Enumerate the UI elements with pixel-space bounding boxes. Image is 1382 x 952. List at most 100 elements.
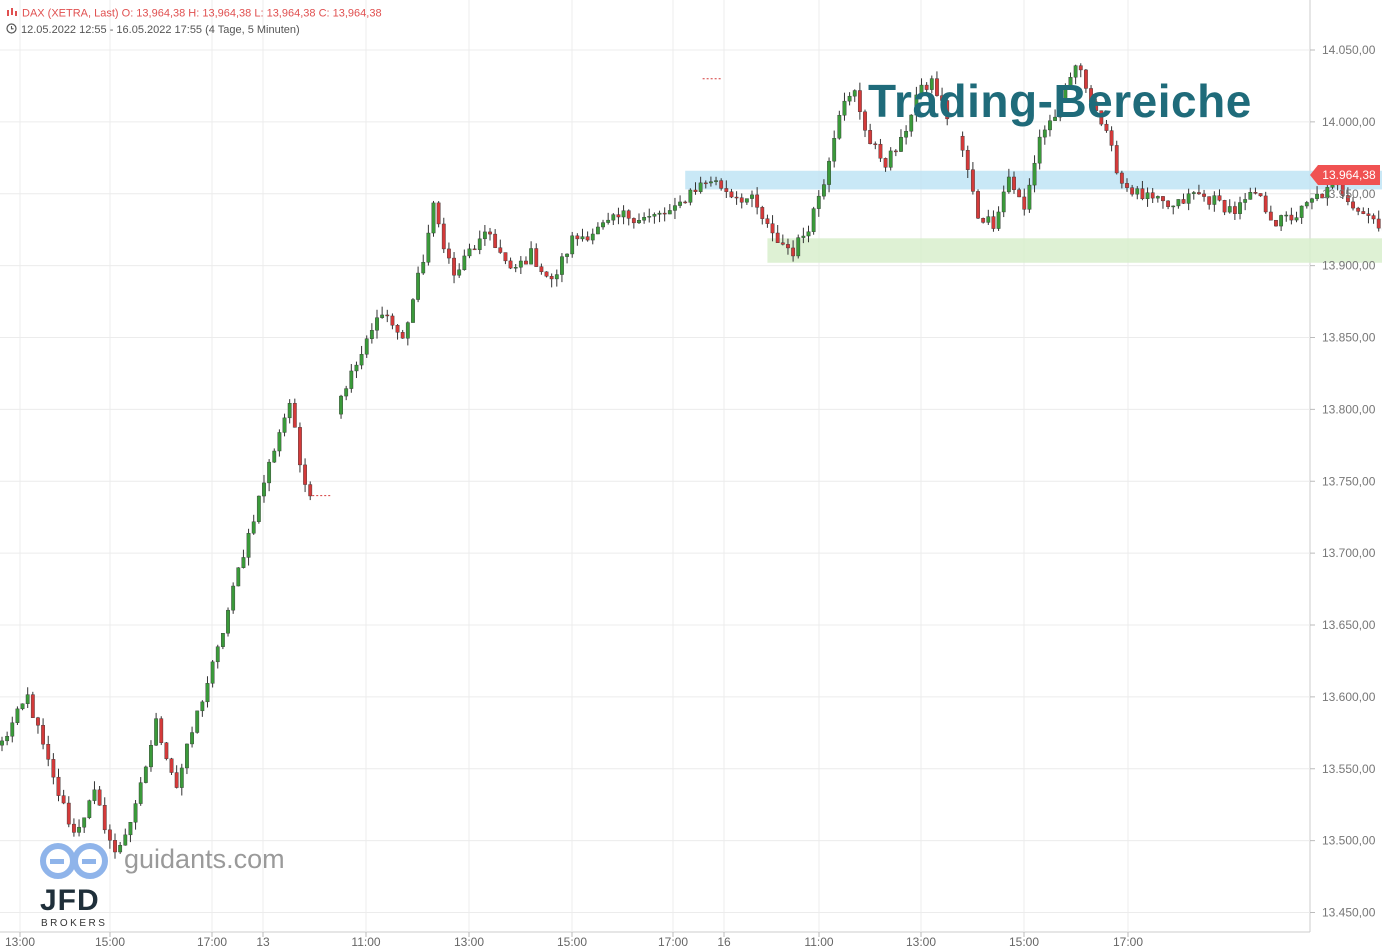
candle (513, 264, 518, 273)
candle-body (667, 210, 672, 215)
candle-body (857, 90, 862, 112)
candle (277, 429, 282, 457)
candle (534, 243, 539, 267)
candle-body (518, 260, 523, 268)
candle (1371, 213, 1376, 224)
candle-body (585, 236, 590, 241)
candle (36, 716, 40, 734)
candle (92, 781, 97, 805)
candle (72, 818, 76, 837)
candle (626, 209, 631, 226)
candle-body (750, 194, 754, 199)
candle (1012, 171, 1016, 194)
candle-body (724, 188, 729, 192)
candle (236, 567, 241, 587)
candle (457, 263, 462, 278)
candle-body (986, 216, 991, 223)
candle-body (1181, 199, 1186, 204)
candle (482, 225, 487, 246)
candle (210, 659, 215, 688)
candle-body (945, 100, 950, 120)
candle-body (467, 248, 472, 257)
candle (786, 238, 790, 255)
candle-body (1099, 110, 1104, 125)
candle (642, 212, 647, 224)
candle (1037, 129, 1042, 170)
candle-body (709, 181, 713, 184)
candle-body (431, 202, 436, 234)
candle-body (292, 403, 297, 428)
candle-body (46, 744, 51, 760)
candle (1376, 210, 1381, 232)
candle (996, 206, 1001, 231)
candle-body (354, 364, 359, 372)
candle (1294, 211, 1299, 223)
candle-body (246, 533, 251, 558)
candle-body (287, 403, 292, 419)
candle-body (796, 237, 801, 257)
candle (1258, 193, 1263, 197)
candle (164, 742, 169, 761)
candle-body (87, 800, 92, 818)
candle (1140, 180, 1145, 201)
candle-body (765, 218, 770, 224)
candle-body (1268, 211, 1273, 221)
candle-body (1073, 65, 1078, 78)
candle (10, 716, 15, 743)
candle (344, 385, 349, 401)
zone-support (767, 238, 1382, 263)
candle (405, 321, 410, 346)
candle-body (256, 495, 261, 522)
candle-body (570, 235, 575, 255)
y-tick-label: 13.550,00 (1322, 762, 1376, 776)
candle (1191, 190, 1196, 200)
candle-body (611, 214, 616, 221)
candle (1207, 196, 1212, 210)
candle-body (1078, 65, 1083, 71)
candle-body (72, 823, 76, 833)
candle (842, 92, 847, 121)
candle (185, 743, 189, 775)
candle (673, 197, 677, 220)
candle (945, 92, 950, 126)
candle (662, 207, 667, 222)
candle-body (739, 197, 744, 203)
candle (714, 176, 718, 186)
candle (190, 726, 194, 748)
candle-body (575, 235, 580, 240)
candle-body (164, 742, 169, 759)
candle (251, 514, 256, 535)
candle (364, 335, 369, 358)
candle (904, 125, 909, 145)
candle (61, 789, 66, 805)
chart-type-icon[interactable] (6, 7, 18, 20)
candle-body (1315, 193, 1319, 199)
candle-body (554, 274, 559, 280)
candle (508, 257, 513, 270)
clock-icon[interactable] (6, 23, 17, 37)
candle (1248, 187, 1253, 200)
candle (739, 193, 744, 209)
candle (169, 757, 174, 775)
candle (246, 528, 251, 566)
y-tick-label: 13.800,00 (1322, 402, 1376, 416)
candle-body (878, 143, 883, 159)
candle-body (1197, 192, 1201, 195)
candle (1099, 110, 1104, 127)
candle-body (631, 218, 636, 224)
candle-body (1320, 193, 1325, 199)
candle-body (205, 683, 210, 703)
candle (267, 459, 272, 492)
candle-body (822, 184, 826, 197)
candle-body (298, 427, 302, 466)
period-header: 12.05.2022 12:55 - 16.05.2022 17:55 (4 T… (6, 23, 300, 37)
candle-body (1325, 187, 1330, 199)
candle-body (267, 461, 272, 484)
candle (287, 399, 292, 424)
candle (780, 234, 785, 246)
candle (1130, 184, 1135, 197)
x-tick-label: 13:00 (454, 935, 484, 949)
candle-body (1371, 215, 1376, 220)
candle (919, 78, 924, 98)
candle (359, 345, 364, 370)
